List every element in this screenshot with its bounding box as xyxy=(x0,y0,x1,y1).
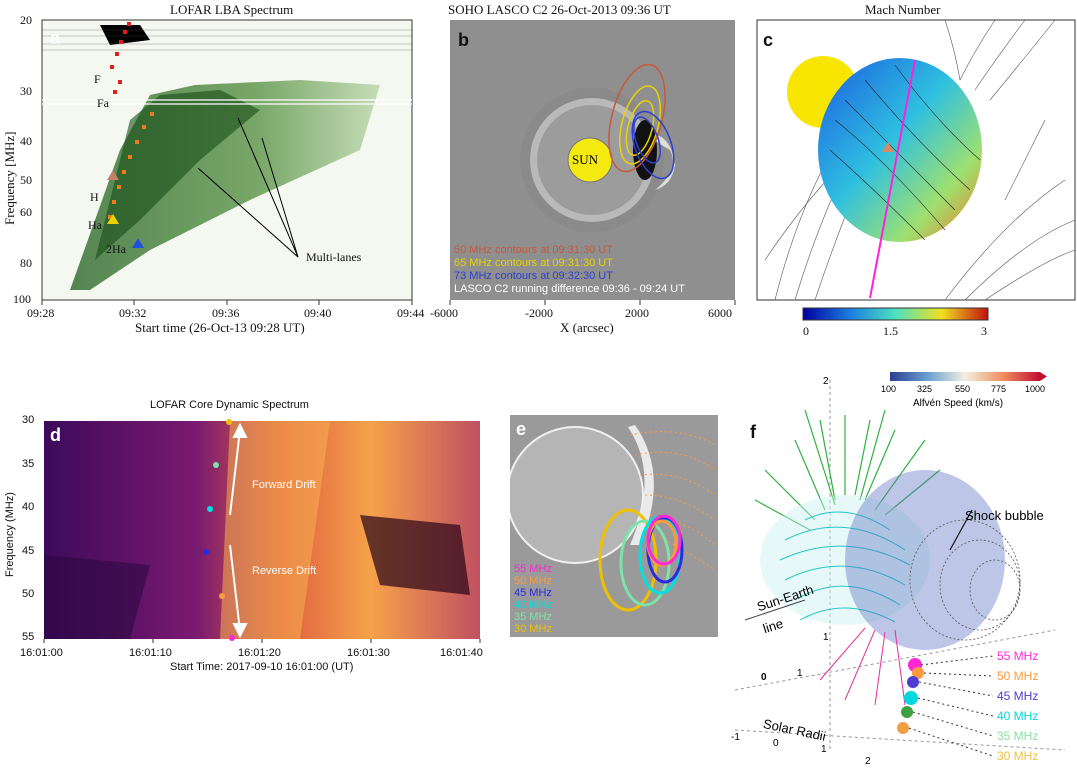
d-xtick-2: 16:01:20 xyxy=(238,647,281,659)
a-ytick-2: 40 xyxy=(20,134,32,148)
d-ytick-4: 50 xyxy=(22,588,35,600)
f-legend-3: 40 MHz xyxy=(997,709,1039,723)
panel-b-title: SOHO LASCO C2 26-Oct-2013 09:36 UT xyxy=(448,2,671,17)
panel-a-spectrum xyxy=(41,19,413,305)
panel-c-image xyxy=(756,19,1076,321)
f-axis-num-top: 2 xyxy=(823,376,829,387)
a-ylabel: Frequency [MHz] xyxy=(2,131,17,226)
panel-f: 100 325 550 775 1000 Alfvén Speed (km/s)… xyxy=(725,360,1077,771)
e-legend-3: 40 MHz xyxy=(514,599,552,611)
a-xtick-2: 09:36 xyxy=(212,306,240,320)
f-cbar-tick-1: 325 xyxy=(917,384,933,394)
a-ann-h: H xyxy=(90,190,99,204)
f-legend-2: 45 MHz xyxy=(997,689,1039,703)
d-xtick-3: 16:01:30 xyxy=(347,647,390,659)
e-legend-5: 30 MHz xyxy=(514,623,552,635)
f-cbar-tick-4: 1000 xyxy=(1025,384,1046,394)
a-ann-multilanes: Multi-lanes xyxy=(306,250,362,264)
panel-b-image xyxy=(449,20,736,305)
panel-d-spectrum xyxy=(43,419,481,643)
a-ann-ha: Ha xyxy=(88,218,102,232)
panel-a-label: a xyxy=(50,28,61,48)
f-cbar-tick-3: 775 xyxy=(991,384,1007,394)
f-cbar-tick-2: 550 xyxy=(955,384,971,394)
f-legend-5: 30 MHz xyxy=(997,749,1039,763)
d-ytick-5: 55 xyxy=(22,631,35,643)
d-ytick-2: 40 xyxy=(22,501,35,513)
a-xlabel: Start time (26-Oct-13 09:28 UT) xyxy=(135,320,305,335)
a-xtick-0: 09:28 xyxy=(27,306,55,320)
a-ytick-4: 60 xyxy=(20,205,32,219)
b-legend-0: 50 MHz contours at 09:31:30 UT xyxy=(454,244,613,256)
f-axis-num-3: 1 xyxy=(797,668,803,679)
b-xtick-1: -2000 xyxy=(525,306,553,320)
d-ytick-3: 45 xyxy=(22,545,35,557)
a-xtick-1: 09:32 xyxy=(119,306,147,320)
d-xtick-1: 16:01:10 xyxy=(129,647,172,659)
a-ann-f: F xyxy=(94,72,101,86)
f-axis-num-5: 0 xyxy=(773,738,779,749)
d-forward: Forward Drift xyxy=(252,479,316,491)
panel-c-label: c xyxy=(763,30,774,50)
panel-a-title: LOFAR LBA Spectrum xyxy=(170,2,294,17)
c-cbar-tick-1: 1.5 xyxy=(883,324,898,338)
d-ytick-0: 30 xyxy=(22,414,35,426)
f-axis-num-7: 2 xyxy=(865,756,871,767)
a-ann-2ha: 2Ha xyxy=(106,242,126,256)
a-ann-fa: Fa xyxy=(97,96,109,110)
d-ytick-1: 35 xyxy=(22,458,35,470)
f-legend-0: 55 MHz xyxy=(997,649,1039,663)
panel-e-image xyxy=(510,415,718,637)
c-cbar-tick-2: 3 xyxy=(981,324,987,338)
b-xtick-2: 2000 xyxy=(625,306,649,320)
a-ytick-6: 100 xyxy=(13,292,31,306)
panel-e: e 55 MHz 50 MHz 45 MHz 40 MHz 35 MHz 30 … xyxy=(510,415,720,640)
b-xtick-3: 6000 xyxy=(708,306,732,320)
panel-d-label: d xyxy=(50,425,61,445)
f-cbar-title: Alfvén Speed (km/s) xyxy=(913,398,1004,409)
b-legend-2: 73 MHz contours at 09:32:30 UT xyxy=(454,270,613,282)
panel-b: SOHO LASCO C2 26-Oct-2013 09:36 UT b SUN… xyxy=(430,0,740,340)
panel-f-label: f xyxy=(750,422,756,442)
f-cbar-tick-0: 100 xyxy=(881,384,897,394)
e-legend-0: 55 MHz xyxy=(514,563,552,575)
panel-e-label: e xyxy=(516,419,527,439)
a-xtick-4: 09:44 xyxy=(397,306,425,320)
f-axis-num-4: -1 xyxy=(731,732,740,743)
a-xtick-3: 09:40 xyxy=(304,306,332,320)
e-legend-1: 50 MHz xyxy=(514,575,552,587)
a-ytick-5: 80 xyxy=(20,256,32,270)
panel-c-title: Mach Number xyxy=(865,2,941,17)
f-axis-num-1: 1 xyxy=(823,632,829,643)
c-cbar-tick-0: 0 xyxy=(803,324,809,338)
panel-b-label: b xyxy=(458,30,469,50)
panel-d-title: LOFAR Core Dynamic Spectrum xyxy=(150,399,309,411)
d-xtick-4: 16:01:40 xyxy=(440,647,483,659)
f-legend-1: 50 MHz xyxy=(997,669,1039,683)
b-xtick-0: -6000 xyxy=(430,306,458,320)
panel-c: Mach Number c 0 1.5 3 xyxy=(745,0,1077,345)
e-legend-4: 35 MHz xyxy=(514,611,552,623)
panel-f-image xyxy=(734,372,1066,757)
panel-a: LOFAR LBA Spectrum xyxy=(0,0,440,340)
d-xtick-0: 16:01:00 xyxy=(20,647,63,659)
f-axis-num-2: 0 xyxy=(761,672,767,683)
a-ytick-0: 20 xyxy=(20,13,32,27)
e-legend-2: 45 MHz xyxy=(514,587,552,599)
a-ytick-1: 30 xyxy=(20,84,32,98)
b-legend-3: LASCO C2 running difference 09:36 - 09:2… xyxy=(454,283,685,295)
b-sun-label: SUN xyxy=(572,152,599,167)
a-ytick-3: 50 xyxy=(20,173,32,187)
b-legend-1: 65 MHz contours at 09:31:30 UT xyxy=(454,257,613,269)
d-xlabel: Start Time: 2017-09-10 16:01:00 (UT) xyxy=(170,661,354,673)
f-legend-4: 35 MHz xyxy=(997,729,1039,743)
f-shock: Shock bubble xyxy=(965,508,1044,523)
d-reverse: Reverse Drift xyxy=(252,565,317,577)
f-axis-num-6: 1 xyxy=(821,744,827,755)
d-ylabel: Frequency (MHz) xyxy=(4,492,16,577)
panel-d: LOFAR Core Dynamic Spectrum d Forward Dr… xyxy=(0,395,500,771)
b-xlabel: X (arcsec) xyxy=(560,320,614,335)
